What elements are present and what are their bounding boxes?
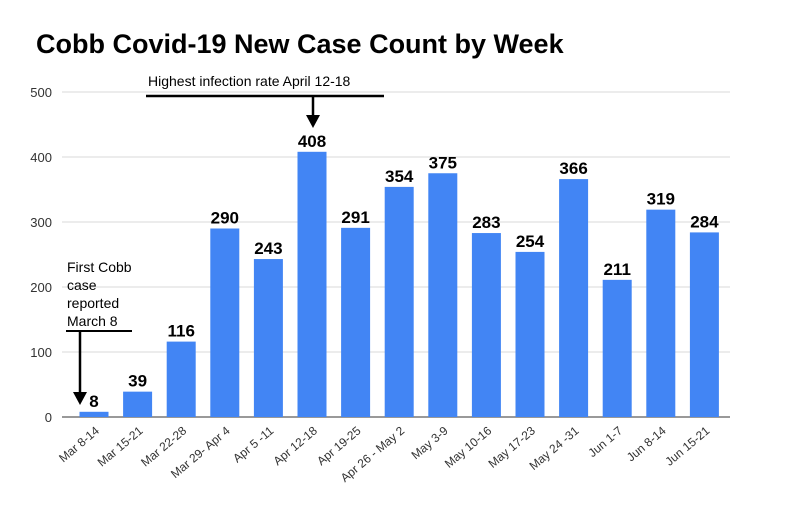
annotation-highest-arrowhead — [306, 115, 320, 128]
bar — [471, 233, 501, 417]
bar — [384, 186, 414, 417]
data-label: 319 — [647, 190, 675, 209]
data-label: 290 — [211, 209, 239, 228]
data-label: 211 — [603, 260, 630, 279]
data-label: 284 — [690, 212, 719, 231]
y-tick-label: 200 — [30, 280, 52, 295]
bar — [253, 259, 283, 417]
bar — [166, 341, 196, 417]
data-label: 366 — [559, 159, 587, 178]
bar — [559, 179, 589, 417]
bar — [428, 173, 458, 417]
x-tick-label: Jun 1-7 — [585, 423, 625, 460]
annotation-first-line-2: case — [67, 277, 97, 293]
y-tick-label: 400 — [30, 150, 52, 165]
annotation-first-line-1: First Cobb — [67, 259, 132, 275]
bar — [79, 411, 109, 417]
annotation-highest: Highest infection rate April 12-18 — [146, 73, 384, 128]
label-layer: 8 39 116 290 243 408 291 354 375 283 254 366 211 319 2… — [89, 132, 719, 411]
data-label: 39 — [128, 372, 147, 391]
bar — [689, 232, 719, 417]
bar — [646, 209, 676, 417]
data-label: 354 — [385, 167, 414, 186]
data-label: 291 — [341, 208, 369, 227]
data-label: 116 — [167, 322, 194, 341]
annotation-first-arrowhead — [73, 392, 87, 405]
bar — [210, 228, 240, 417]
annotation-first-line-4: March 8 — [67, 313, 118, 329]
data-label: 8 — [89, 392, 98, 411]
annotation-first-case: First Cobb case reported March 8 — [66, 259, 132, 405]
y-tick-label: 100 — [30, 345, 52, 360]
bar — [602, 279, 632, 417]
x-tick-label: May 10-16 — [442, 423, 495, 470]
bar — [515, 251, 545, 417]
y-tick-label: 300 — [30, 215, 52, 230]
x-tick-label: Apr 12-18 — [271, 423, 321, 468]
bar — [123, 391, 153, 417]
bar — [341, 227, 371, 417]
y-tick-label: 0 — [45, 410, 52, 425]
chart-title: Cobb Covid-19 New Case Count by Week — [36, 29, 565, 59]
bar-layer — [79, 151, 719, 418]
x-tick-label: Jun 15-21 — [662, 423, 712, 468]
annotation-first-line-3: reported — [67, 295, 119, 311]
bar — [297, 151, 327, 418]
x-tick-label: Apr 5 -11 — [230, 423, 276, 465]
y-tick-label: 500 — [30, 85, 52, 100]
data-label: 408 — [298, 132, 326, 151]
data-label: 283 — [472, 213, 500, 232]
x-tick-label: Mar 15-21 — [95, 423, 146, 469]
data-label: 243 — [254, 239, 282, 258]
data-label: 254 — [516, 232, 545, 251]
annotation-highest-text: Highest infection rate April 12-18 — [148, 73, 351, 89]
data-label: 375 — [429, 153, 457, 172]
x-tick-label: May 3-9 — [409, 423, 451, 462]
